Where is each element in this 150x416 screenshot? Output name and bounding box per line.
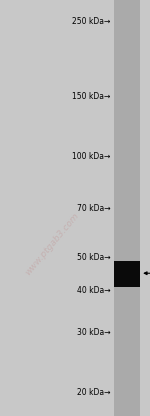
Text: 20 kDa→: 20 kDa→ [77, 388, 110, 397]
Text: 30 kDa→: 30 kDa→ [77, 328, 110, 337]
Text: 40 kDa→: 40 kDa→ [77, 286, 110, 295]
Text: www.ptgab3.com: www.ptgab3.com [24, 211, 81, 277]
Text: 150 kDa→: 150 kDa→ [72, 92, 110, 101]
Bar [114, 0, 140, 416]
Text: 100 kDa→: 100 kDa→ [72, 152, 110, 161]
Text: 250 kDa→: 250 kDa→ [72, 17, 110, 26]
Text: 50 kDa→: 50 kDa→ [77, 253, 110, 262]
Text: 70 kDa→: 70 kDa→ [77, 204, 110, 213]
Bar [114, 261, 140, 287]
